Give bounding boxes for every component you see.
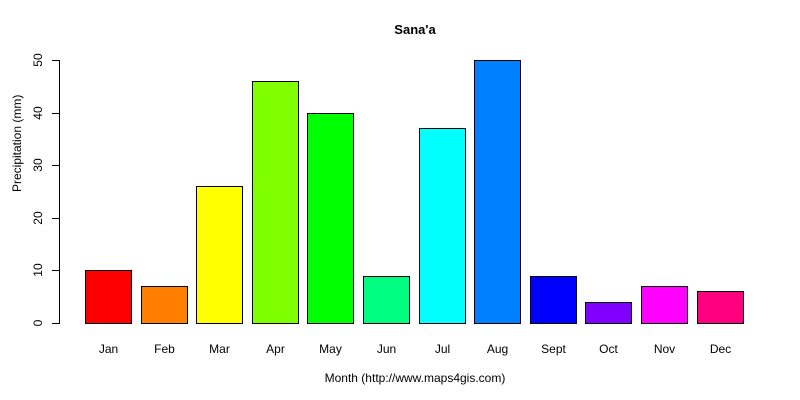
y-tick-mark [52,165,59,166]
bar-jan [85,270,132,324]
x-tick-label: Dec [709,342,732,356]
x-tick-label: Jul [434,342,451,356]
x-tick-label: Sept [541,342,566,356]
x-tick-label: May [319,342,342,356]
y-tick-mark [52,113,59,114]
x-axis-label: Month (http://www.maps4gis.com) [324,371,506,385]
y-tick-mark [52,60,59,61]
x-tick-label: Nov [653,342,676,356]
y-tick-mark [52,323,59,324]
y-axis-line [59,60,60,324]
chart-title: Sana'a [394,22,436,37]
bar-jul [419,128,466,324]
y-axis-label: Precipitation (mm) [10,94,24,192]
bar-mar [196,186,243,324]
x-tick-label: Aug [486,342,509,356]
x-tick-label: Jun [376,342,397,356]
y-tick-mark [52,270,59,271]
x-tick-label: Apr [266,342,285,356]
x-tick-label: Feb [154,342,175,356]
bar-sept [530,276,577,324]
bar-oct [585,302,632,324]
x-tick-label: Mar [209,342,230,356]
x-tick-label: Oct [599,342,618,356]
bar-may [307,113,354,324]
y-tick-mark [52,218,59,219]
y-tick-label: 30 [31,158,45,172]
y-tick-label: 10 [31,263,45,277]
bar-jun [363,276,410,324]
y-tick-label: 20 [31,211,45,225]
y-tick-label: 40 [31,106,45,120]
y-tick-label: 50 [31,53,45,67]
bar-aug [474,60,521,324]
x-tick-label: Jan [98,342,119,356]
y-tick-label: 0 [31,319,45,327]
bar-nov [641,286,688,324]
bar-feb [141,286,188,324]
bar-apr [252,81,299,324]
bar-dec [697,291,744,324]
